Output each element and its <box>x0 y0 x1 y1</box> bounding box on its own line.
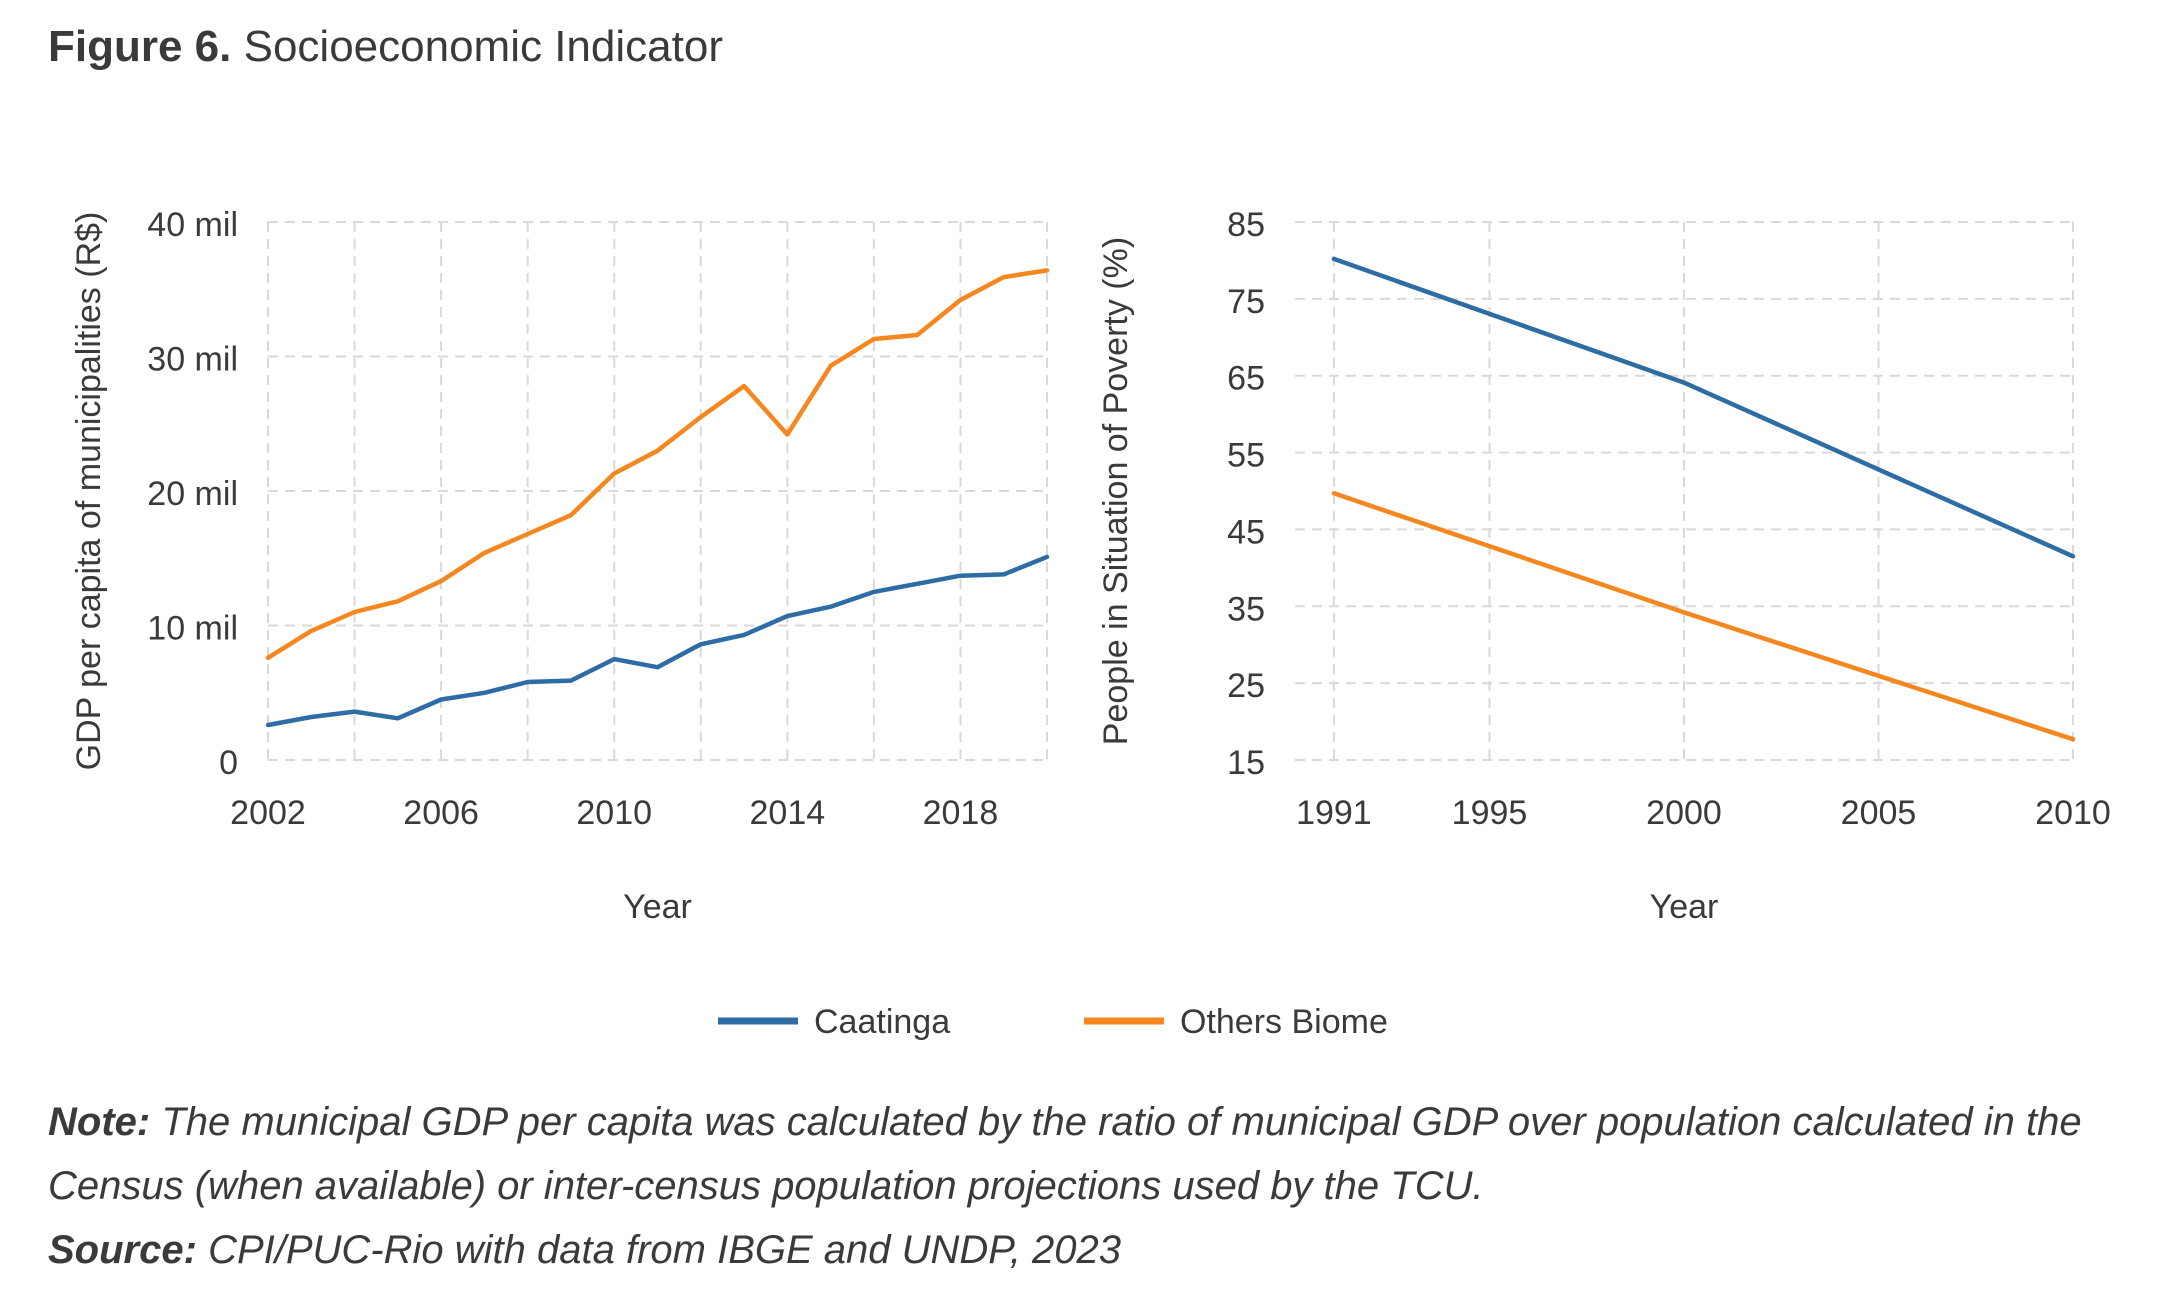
series-line-others-biome <box>265 268 1050 661</box>
source-line: Source: CPI/PUC-Rio with data from IBGE … <box>48 1218 2128 1282</box>
y-axis-label: GDP per capita of municipalities (R$) <box>70 212 108 771</box>
charts-canvas: 0 10 mil 20 mil 30 mil 40 mil 2002 2006 2010 201… <box>70 206 2111 1041</box>
y-tick-label: 0 <box>219 744 238 782</box>
figure-label: Figure 6. <box>48 22 232 71</box>
y-axis-label: People in Situation of Poverty (%) <box>1097 237 1135 745</box>
y-tick-label: 85 <box>1227 206 1265 244</box>
x-axis-label: Year <box>623 888 692 926</box>
x-tick-label: 2000 <box>1646 794 1722 832</box>
source-label: Source: <box>48 1228 197 1272</box>
y-tick-label: 30 mil <box>147 341 238 379</box>
legend-label-caatinga: Caatinga <box>814 1003 950 1041</box>
x-tick-label: 2002 <box>230 794 306 832</box>
x-axis-label: Year <box>1650 888 1719 926</box>
series-line-caatinga <box>1331 256 2076 559</box>
y-tick-label: 75 <box>1227 283 1265 321</box>
notes-block: Note: The municipal GDP per capita was c… <box>48 1090 2128 1282</box>
y-tick-label: 10 mil <box>147 610 238 648</box>
note-line: Note: The municipal GDP per capita was c… <box>48 1090 2128 1218</box>
y-tick-label: 25 <box>1227 667 1265 705</box>
y-tick-label: 40 mil <box>147 206 238 244</box>
legend-label-others-biome: Others Biome <box>1180 1003 1388 1041</box>
note-label: Note: <box>48 1100 151 1144</box>
x-tick-label: 1995 <box>1452 794 1528 832</box>
y-tick-label: 45 <box>1227 513 1265 551</box>
y-tick-label: 15 <box>1227 744 1265 782</box>
y-tick-label: 20 mil <box>147 475 238 513</box>
y-tick-label: 35 <box>1227 590 1265 628</box>
note-text: The municipal GDP per capita was calcula… <box>48 1100 2082 1208</box>
x-tick-label: 2010 <box>2035 794 2111 832</box>
x-tick-label: 2014 <box>750 794 826 832</box>
y-tick-label: 65 <box>1227 360 1265 398</box>
gdp-per-capita-chart: 0 10 mil 20 mil 30 mil 40 mil 2002 2006 2010 201… <box>70 206 1050 926</box>
x-tick-label: 2018 <box>923 794 999 832</box>
legend: Caatinga Others Biome <box>718 1003 1388 1041</box>
figure-title: Figure 6. Socioeconomic Indicator <box>48 22 723 72</box>
y-tick-label: 55 <box>1227 437 1265 475</box>
x-tick-label: 2010 <box>576 794 652 832</box>
figure-title-text: Socioeconomic Indicator <box>243 22 723 71</box>
poverty-chart: 15 25 35 45 55 65 75 85 1991 1995 2000 2005 2010 Year… <box>1097 206 2111 926</box>
x-tick-label: 2005 <box>1841 794 1917 832</box>
source-text: CPI/PUC-Rio with data from IBGE and UNDP… <box>208 1228 1122 1272</box>
series-line-caatinga <box>265 554 1050 728</box>
x-tick-label: 1991 <box>1296 794 1372 832</box>
x-tick-label: 2006 <box>403 794 479 832</box>
